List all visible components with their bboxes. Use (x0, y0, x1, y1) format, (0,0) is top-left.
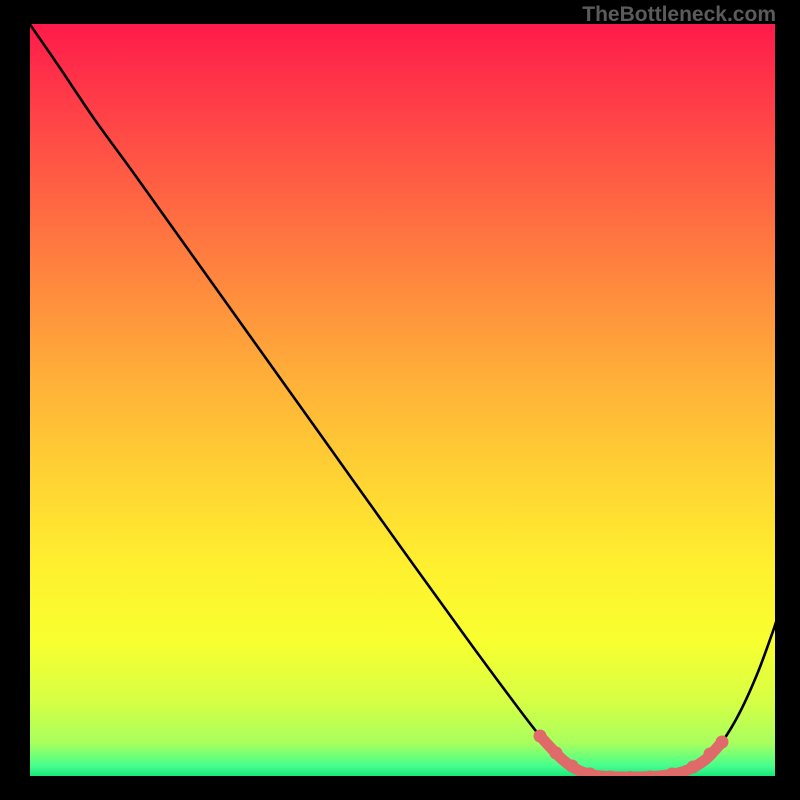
gradient-background (29, 23, 776, 777)
watermark-text: TheBottleneck.com (0, 3, 776, 27)
highlight-dot (534, 730, 547, 743)
highlight-dot (566, 760, 579, 773)
highlight-dot (704, 748, 717, 761)
highlight-dot (716, 736, 729, 749)
highlight-dot (687, 761, 700, 774)
bottleneck-chart (0, 0, 800, 800)
highlight-dot (550, 747, 563, 760)
